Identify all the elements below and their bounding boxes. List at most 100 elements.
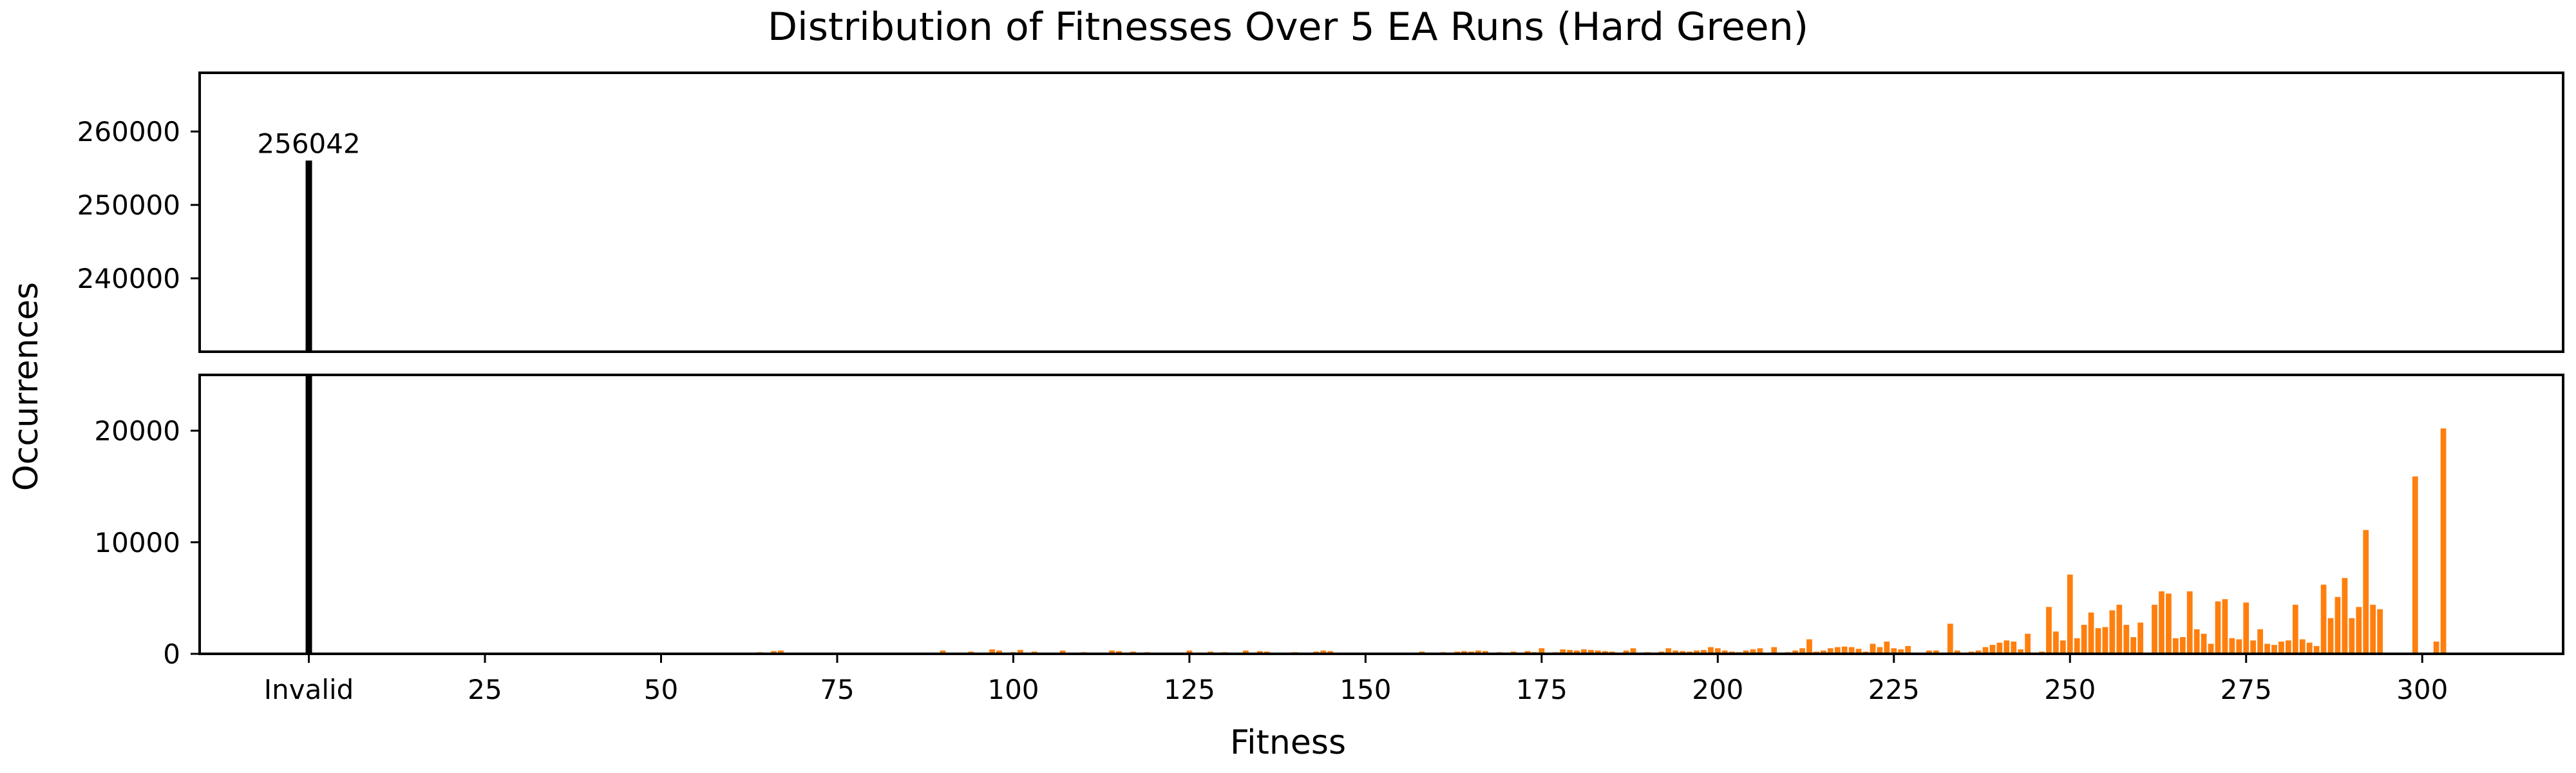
bar-fitness-272 [2222, 599, 2228, 654]
bar-fitness-204 [1743, 650, 1749, 654]
bar-fitness-243 [2018, 649, 2024, 654]
bar-fitness-257 [2116, 604, 2123, 654]
bar-fitness-226 [1898, 649, 1904, 654]
bar-fitness-288 [2334, 596, 2341, 654]
x-tick-label-25: 25 [468, 674, 502, 705]
bar-fitness-182 [1588, 649, 1594, 654]
top-y-tick-label-260000: 260000 [77, 116, 180, 148]
bar-fitness-212 [1799, 648, 1805, 654]
bar-fitness-233 [1947, 624, 1953, 654]
bar-fitness-179 [1567, 649, 1573, 654]
bar-fitness-280 [2278, 641, 2284, 654]
bar-fitness-135 [1256, 651, 1263, 654]
bar-fitness-244 [2025, 633, 2031, 654]
bar-fitness-175 [1539, 648, 1545, 654]
bar-fitness-293 [2370, 604, 2376, 654]
bar-fitness-90 [940, 650, 946, 654]
bar-fitness-220 [1855, 649, 1862, 654]
bar-fitness-254 [2095, 628, 2101, 654]
bar-fitness-287 [2327, 618, 2334, 654]
bar-fitness-284 [2306, 642, 2313, 654]
bar-fitness-216 [1827, 648, 1833, 654]
invalid-count-annotation: 256042 [257, 128, 360, 159]
bar-fitness-276 [2250, 640, 2257, 654]
bar-fitness-188 [1630, 648, 1636, 654]
bar-invalid-bottom [305, 375, 312, 654]
bar-fitness-248 [2053, 631, 2059, 654]
x-tick-label-125: 125 [1164, 674, 1215, 705]
bar-fitness-98 [996, 650, 1002, 654]
x-tick-label-100: 100 [987, 674, 1039, 705]
bottom-panel-bars [305, 375, 2447, 654]
bar-fitness-187 [1623, 650, 1629, 654]
bar-fitness-266 [2179, 637, 2186, 654]
bar-fitness-275 [2243, 602, 2249, 654]
bar-fitness-66 [771, 651, 777, 654]
bar-fitness-195 [1680, 651, 1686, 654]
bar-fitness-223 [1877, 647, 1883, 654]
bar-fitness-291 [2356, 607, 2362, 654]
top-y-tick-label-240000: 240000 [77, 263, 180, 294]
bar-fitness-242 [2011, 641, 2017, 654]
bar-invalid-top [305, 160, 312, 352]
axis-ticks: Invalid 25 50 75 100 125 150 175 200 225 250 275 300… [77, 116, 2448, 705]
x-tick-label-Invalid: Invalid [264, 674, 354, 705]
bar-fitness-286 [2320, 584, 2327, 654]
bar-fitness-289 [2342, 578, 2348, 654]
bar-fitness-281 [2286, 640, 2291, 654]
bar-fitness-299 [2412, 476, 2418, 654]
bar-fitness-222 [1870, 644, 1876, 654]
bar-fitness-270 [2208, 644, 2214, 654]
bar-fitness-125 [1186, 650, 1193, 654]
bar-fitness-197 [1694, 650, 1700, 654]
bar-fitness-183 [1595, 650, 1601, 654]
top-panel-frame [198, 72, 2564, 353]
bar-fitness-201 [1721, 650, 1728, 654]
bar-fitness-303 [2440, 428, 2447, 654]
bar-fitness-145 [1327, 651, 1334, 654]
bar-fitness-67 [778, 650, 784, 654]
bar-fitness-101 [1018, 649, 1023, 654]
bar-fitness-271 [2215, 601, 2221, 654]
bar-fitness-292 [2363, 530, 2369, 654]
bar-fitness-267 [2186, 591, 2193, 654]
bar-fitness-193 [1665, 648, 1672, 654]
bar-fitness-180 [1574, 650, 1580, 654]
bar-fitness-115 [1116, 651, 1122, 654]
bar-fitness-268 [2193, 629, 2200, 654]
x-tick-label-50: 50 [644, 674, 678, 705]
bar-fitness-200 [1714, 648, 1721, 654]
bar-fitness-178 [1560, 649, 1566, 654]
bar-fitness-166 [1475, 650, 1481, 654]
bar-fitness-198 [1701, 649, 1707, 654]
bar-fitness-213 [1806, 639, 1812, 654]
bar-fitness-194 [1672, 650, 1679, 654]
bar-fitness-256 [2109, 610, 2116, 654]
bar-fitness-97 [989, 649, 996, 654]
bar-fitness-277 [2257, 629, 2264, 654]
bottom-y-tick-label-20000: 20000 [94, 415, 180, 447]
x-tick-label-250: 250 [2044, 674, 2096, 705]
bar-fitness-224 [1884, 641, 1890, 654]
top-y-tick-label-250000: 250000 [77, 189, 180, 221]
x-tick-label-150: 150 [1340, 674, 1391, 705]
bar-fitness-285 [2313, 645, 2320, 654]
bar-fitness-279 [2271, 645, 2277, 654]
bar-fitness-167 [1482, 651, 1488, 654]
bar-fitness-217 [1834, 647, 1841, 654]
bar-fitness-290 [2349, 618, 2355, 654]
x-tick-label-300: 300 [2396, 674, 2448, 705]
y-axis-label: Occurrences [7, 282, 46, 491]
bottom-y-tick-label-0: 0 [163, 638, 180, 670]
bar-fitness-282 [2292, 604, 2298, 654]
bar-fitness-215 [1821, 650, 1826, 654]
bar-fitness-231 [1933, 650, 1939, 654]
bar-fitness-234 [1954, 650, 1960, 654]
bar-fitness-262 [2152, 604, 2157, 654]
x-tick-label-200: 200 [1692, 674, 1743, 705]
bottom-y-tick-label-10000: 10000 [94, 527, 180, 558]
bar-fitness-259 [2130, 637, 2137, 654]
bar-fitness-237 [1975, 650, 1982, 654]
bar-fitness-250 [2067, 575, 2073, 654]
